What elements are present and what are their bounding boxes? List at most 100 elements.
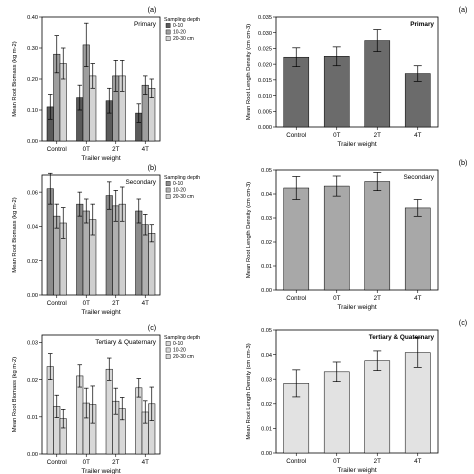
x-tick-label: 2T: [112, 146, 119, 153]
x-tick-label: 4T: [414, 132, 421, 139]
bar: [404, 207, 431, 291]
y-tick-label: 0.03: [261, 216, 272, 222]
legend-swatch: [165, 181, 171, 186]
x-tick-label: 4T: [142, 300, 149, 307]
x-tick-label: 0T: [333, 132, 340, 139]
y-tick-label: 0.04: [261, 353, 272, 359]
x-tick-label: 4T: [414, 295, 421, 302]
y-tick-label: 0.02: [261, 240, 272, 246]
y-tick-label: 0.030: [258, 31, 272, 37]
bar: [364, 40, 391, 128]
y-tick-label: 0.10: [27, 108, 38, 114]
y-tick-label: 0.40: [27, 15, 38, 21]
y-tick-label: 0.02: [27, 378, 38, 384]
chart-panel-5: 0.00 0.01 0.02 0.03 0.04 0.05 Mean Root Length…: [246, 158, 467, 311]
y-tick-label: 0.04: [261, 192, 272, 198]
y-tick-label: 0.05: [261, 168, 272, 174]
y-tick-label: 0.03: [27, 341, 38, 347]
x-tick-label: 0T: [83, 146, 90, 153]
bar: [148, 233, 156, 296]
x-tick-label: Control: [47, 300, 67, 307]
chart-panel-4: 0.000 0.005 0.010 0.015 0.020 0.025 0.030 0.035…: [246, 5, 467, 148]
y-tick-label: 0.02: [261, 402, 272, 408]
bar: [283, 56, 310, 128]
panel-label: (a): [148, 5, 157, 14]
legend-title: Sampling depth: [164, 335, 200, 341]
panel-title: Primary: [134, 21, 157, 28]
bar: [323, 56, 350, 128]
panel-label: (b): [148, 163, 157, 172]
legend-entry: 10-20: [173, 30, 186, 36]
legend-swatch: [165, 36, 171, 41]
legend-entry: 20-30 cm: [173, 354, 194, 360]
panel-label: (c): [148, 323, 156, 332]
y-tick-label: 0.01: [261, 427, 272, 433]
legend-swatch: [165, 187, 171, 193]
y-tick-label: 0.000: [258, 125, 272, 131]
bar: [105, 195, 113, 296]
panel-title: Tertiary & Quaternary: [95, 339, 157, 346]
y-tick-label: 0.03: [261, 377, 272, 383]
legend-swatch: [165, 341, 171, 346]
panel-title: Tertiary & Quaternary: [369, 334, 435, 341]
legend-swatch: [165, 194, 171, 199]
x-axis-label: Trailer weight: [337, 141, 376, 148]
y-tick-label: 0.00: [27, 293, 38, 299]
x-tick-label: 4T: [414, 458, 421, 465]
x-tick-label: 0T: [333, 458, 340, 465]
y-tick-label: 0.02: [27, 259, 38, 265]
x-axis-label: Trailer weight: [337, 467, 376, 474]
x-axis-label: Trailer weight: [81, 155, 120, 162]
x-tick-label: Control: [47, 459, 67, 466]
bar: [135, 210, 143, 296]
bar: [323, 371, 350, 454]
x-tick-label: 2T: [374, 295, 381, 302]
bar: [364, 181, 391, 291]
legend-entry: 0-10: [173, 181, 183, 187]
x-axis-label: Trailer weight: [337, 304, 376, 311]
y-tick-label: 0.01: [261, 264, 272, 270]
bar: [404, 73, 431, 128]
bar: [135, 387, 143, 455]
y-tick-label: 0.05: [261, 328, 272, 334]
panel-title: Primary: [410, 21, 434, 28]
y-tick-label: 0.20: [27, 77, 38, 83]
y-axis-label: Mean Root Length Density (cm cm-3): [246, 343, 252, 439]
y-tick-label: 0.010: [258, 94, 272, 100]
y-tick-label: 0.015: [258, 78, 272, 84]
panel-label: (b): [459, 158, 468, 167]
x-tick-label: 2T: [374, 458, 381, 465]
x-tick-label: 4T: [142, 146, 149, 153]
y-tick-label: 0.020: [258, 62, 272, 68]
legend-entry: 0-10: [173, 341, 183, 347]
x-tick-label: Control: [286, 458, 306, 465]
legend-entry: 20-30 cm: [173, 194, 194, 200]
x-tick-label: Control: [47, 146, 67, 153]
y-tick-label: 0.025: [258, 47, 272, 53]
legend-entry: 10-20: [173, 348, 186, 354]
x-tick-label: 0T: [83, 459, 90, 466]
legend-swatch: [165, 23, 171, 28]
y-axis-label: Mean Root Biomass (kg m-2): [12, 197, 18, 272]
y-tick-label: 0.00: [261, 451, 272, 457]
bar: [46, 188, 54, 296]
legend-entry: 10-20: [173, 188, 186, 194]
bar: [283, 187, 310, 291]
chart-panel-6: 0.00 0.01 0.02 0.03 0.04 0.05 Mean Root Length…: [246, 318, 467, 474]
bar: [82, 210, 90, 296]
y-tick-label: 0.00: [27, 452, 38, 458]
chart-panel-1: 0.00 0.10 0.20 0.30 0.40 Mean Root Biomass (k…: [12, 5, 200, 162]
panel-label: (a): [459, 5, 468, 14]
x-tick-label: Control: [286, 132, 306, 139]
x-tick-label: 2T: [374, 132, 381, 139]
y-tick-label: 0.00: [27, 139, 38, 145]
legend-title: Sampling depth: [164, 17, 200, 23]
y-axis-label: Mean Root Biomass (kg m-2): [12, 357, 18, 432]
y-tick-label: 0.035: [258, 15, 272, 21]
x-tick-label: Control: [286, 295, 306, 302]
x-axis-label: Trailer weight: [81, 309, 120, 316]
y-tick-label: 0.005: [258, 109, 272, 115]
y-tick-label: 0.06: [27, 190, 38, 196]
bar: [76, 203, 84, 296]
x-tick-label: 0T: [83, 300, 90, 307]
